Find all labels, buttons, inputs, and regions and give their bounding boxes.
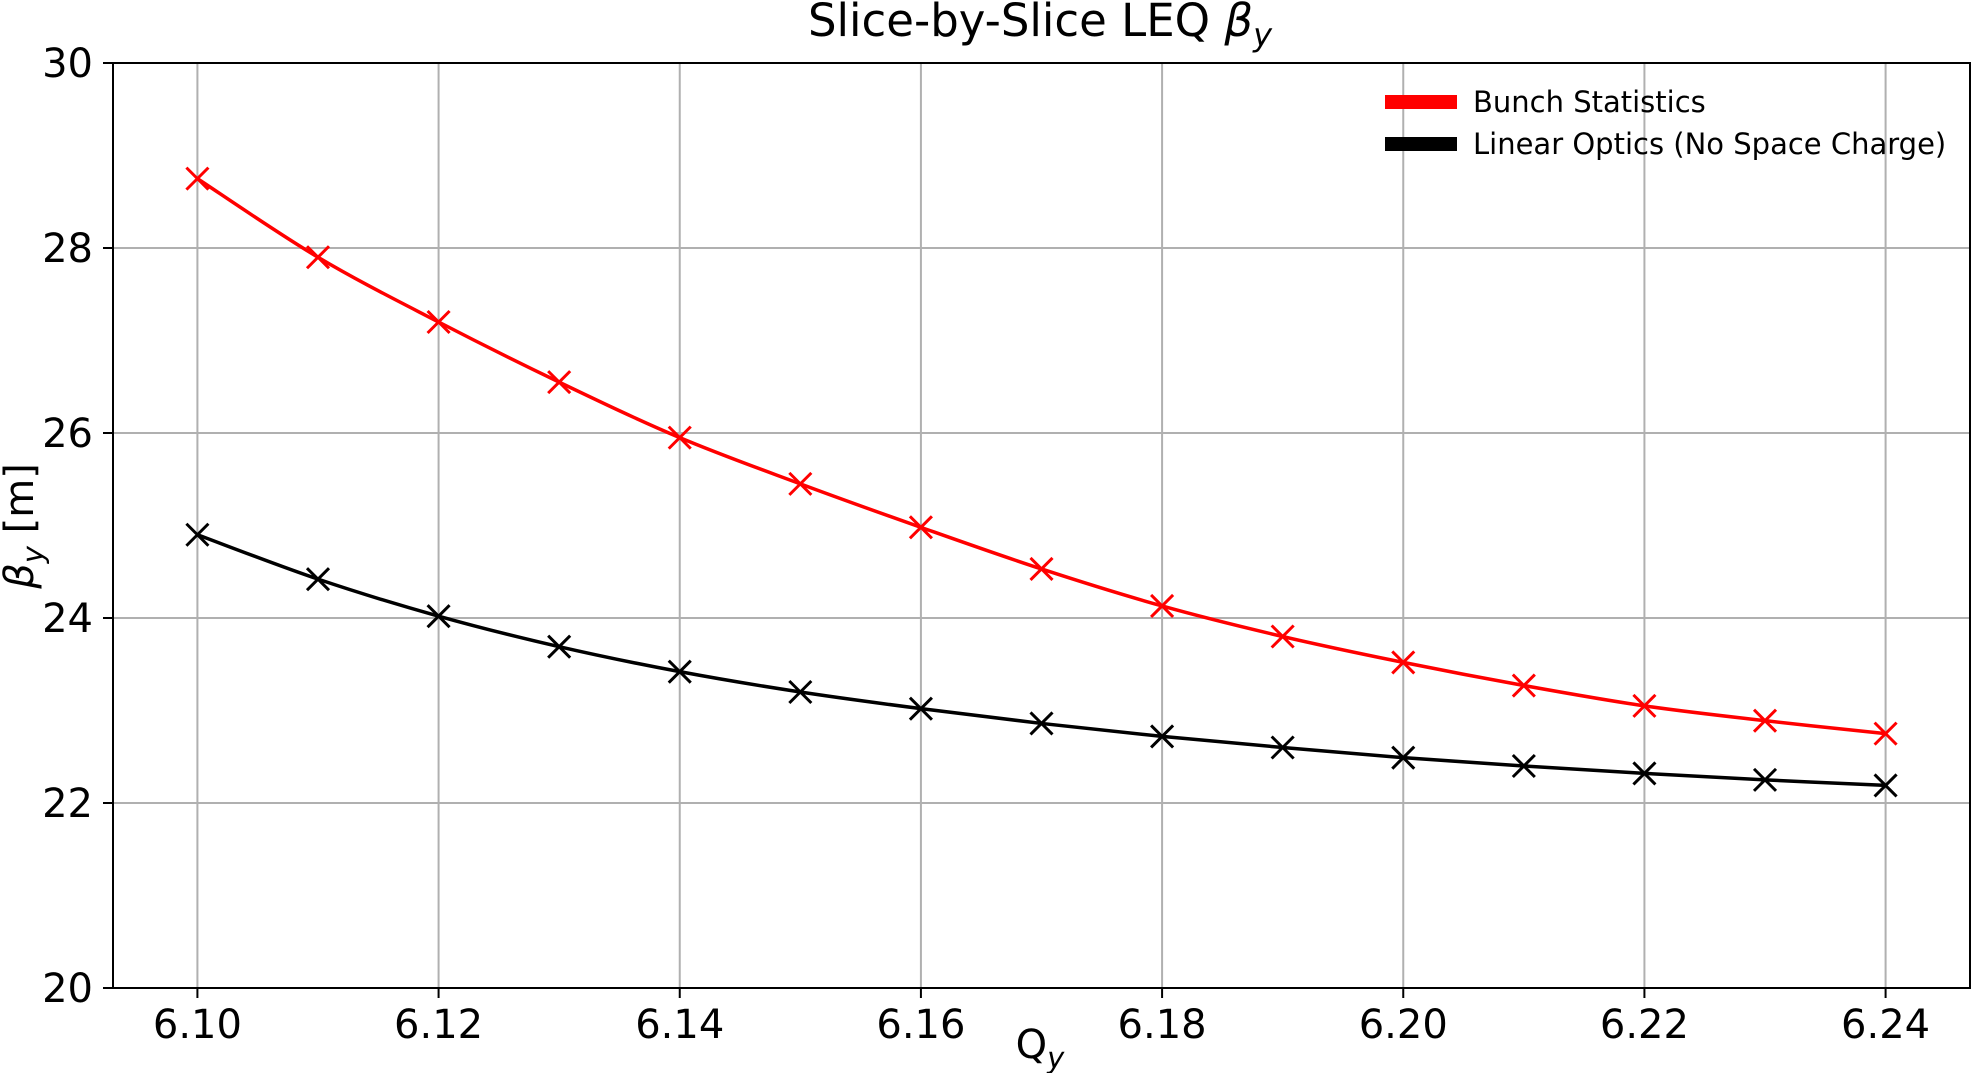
legend-swatch-bunch-statistics: [1385, 95, 1457, 109]
data-point-bunch-statistics: [185, 166, 210, 191]
data-point-linear-optics-no-space-charge: [1270, 735, 1295, 760]
data-point-linear-optics-no-space-charge: [1029, 711, 1054, 736]
data-point-linear-optics-no-space-charge: [908, 696, 933, 721]
data-point-linear-optics-no-space-charge: [426, 604, 451, 629]
data-point-bunch-statistics: [908, 515, 933, 540]
x-axis-label-main: Q: [1016, 1022, 1047, 1068]
series-line-linear-optics-no-space-charge: [196, 533, 1886, 788]
x-axis-label-subscript: y: [1046, 1041, 1065, 1073]
data-point-linear-optics-no-space-charge: [1873, 773, 1898, 798]
legend: Bunch Statistics Linear Optics (No Space…: [1385, 85, 1946, 161]
data-point-linear-optics-no-space-charge: [667, 659, 692, 684]
x-tick-label: 6.14: [635, 1002, 724, 1048]
data-point-bunch-statistics: [426, 309, 451, 335]
x-tick-label: 6.22: [1600, 1002, 1689, 1048]
x-tick-label: 6.10: [153, 1002, 242, 1048]
x-tick-label: 6.24: [1841, 1002, 1930, 1048]
data-point-bunch-statistics: [305, 245, 331, 270]
chart-title: Slice-by-Slice LEQ βy: [808, 0, 1273, 54]
ticks: 6.10 6.12 6.14 6.16 6.18 6.20 6.22 6.24 20 22 24 26…: [42, 41, 1930, 1048]
y-tick-label: 30: [42, 41, 93, 87]
data-point-linear-optics-no-space-charge: [305, 567, 331, 592]
y-axis-label: βy [m]: [0, 463, 50, 590]
grid: [113, 62, 1970, 989]
data-point-bunch-statistics: [1752, 708, 1778, 733]
data-point-bunch-statistics: [1029, 556, 1054, 582]
x-tick-label: 6.12: [394, 1002, 483, 1048]
x-tick-label: 6.20: [1359, 1002, 1448, 1048]
y-tick-label: 20: [42, 966, 93, 1012]
data-point-linear-optics-no-space-charge: [185, 522, 210, 547]
data-point-linear-optics-no-space-charge: [547, 634, 572, 659]
data-point-linear-optics-no-space-charge: [1752, 767, 1778, 792]
data-point-linear-optics-no-space-charge: [1511, 753, 1536, 779]
legend-label-bunch-statistics: Bunch Statistics: [1473, 85, 1706, 119]
y-tick-label: 24: [42, 596, 93, 642]
chart-title-symbol: β: [1223, 0, 1253, 47]
y-tick-label: 22: [42, 781, 93, 827]
x-tick-label: 6.18: [1118, 1002, 1207, 1048]
plot-frame: [112, 62, 1971, 989]
data-point-bunch-statistics: [1150, 593, 1175, 619]
series-line-bunch-statistics: [196, 177, 1886, 736]
series-layer: [185, 166, 1898, 798]
y-tick-label: 28: [42, 226, 93, 272]
data-point-bunch-statistics: [1632, 693, 1657, 718]
data-point-linear-optics-no-space-charge: [1391, 745, 1416, 770]
series-bunch-statistics: [185, 166, 1898, 746]
data-point-linear-optics-no-space-charge: [1632, 761, 1657, 786]
data-point-linear-optics-no-space-charge: [1150, 724, 1175, 749]
legend-label-linear-optics: Linear Optics (No Space Charge): [1473, 127, 1946, 161]
data-point-bunch-statistics: [1873, 721, 1898, 746]
data-point-bunch-statistics: [1270, 624, 1295, 649]
series-linear-optics-no-space-charge: [185, 522, 1898, 798]
chart-title-subscript: y: [1252, 16, 1273, 54]
chart-title-text: Slice-by-Slice LEQ: [808, 0, 1224, 47]
legend-swatch-linear-optics: [1385, 137, 1457, 151]
y-axis-label-symbol: β: [0, 563, 43, 590]
data-point-bunch-statistics: [667, 425, 692, 450]
y-tick-label: 26: [42, 411, 93, 457]
x-axis-label: Qy: [1016, 1022, 1065, 1073]
data-point-bunch-statistics: [1511, 673, 1536, 698]
data-point-bunch-statistics: [1391, 650, 1416, 675]
data-point-linear-optics-no-space-charge: [788, 679, 813, 705]
data-point-bunch-statistics: [547, 370, 572, 395]
y-axis-label-unit: [m]: [0, 463, 43, 546]
y-axis-label-subscript: y: [16, 545, 50, 564]
x-tick-label: 6.16: [876, 1002, 965, 1048]
data-point-bunch-statistics: [788, 471, 813, 496]
